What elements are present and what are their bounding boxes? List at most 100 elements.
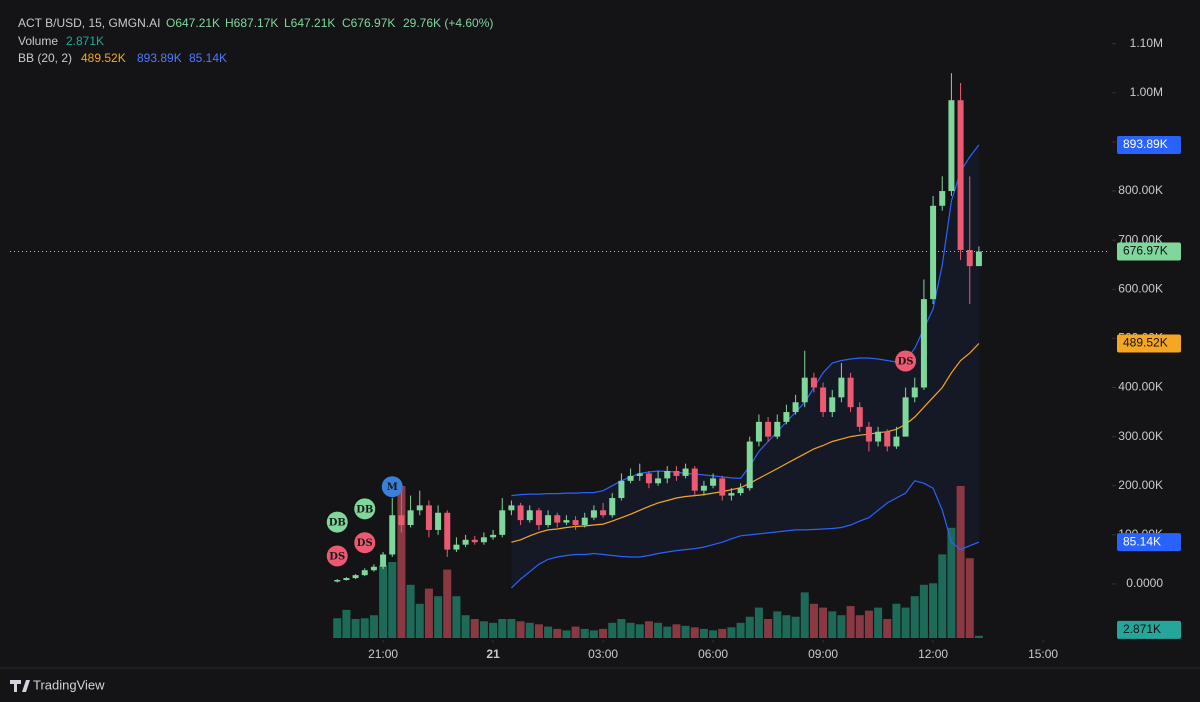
signal-marker <box>895 350 917 372</box>
candle-body <box>820 387 827 413</box>
candle-body <box>975 251 982 267</box>
legend-change: 29.76K (+4.60%) <box>403 16 493 30</box>
candle-body <box>453 544 460 550</box>
legend-bb: BB (20, 2) <box>18 51 72 65</box>
volume-bar <box>782 615 791 638</box>
price-badge-box <box>1117 620 1181 639</box>
candle-body <box>645 473 652 484</box>
x-tick-label: 21:00 <box>368 647 398 661</box>
candle-body <box>398 515 405 526</box>
volume-bar <box>819 607 828 638</box>
volume-bar <box>443 569 452 638</box>
candle-body <box>774 421 781 437</box>
volume-bar <box>342 609 351 638</box>
candle-body <box>884 431 891 447</box>
signal-label: M <box>387 482 398 493</box>
volume-bar <box>764 619 773 638</box>
candle-body <box>810 377 817 388</box>
candle-body <box>957 100 964 250</box>
volume-bar <box>626 622 635 638</box>
volume-bar <box>360 618 369 638</box>
y-tick-label: 1.10M <box>1130 36 1163 50</box>
volume-bar <box>727 627 736 638</box>
volume-bar <box>846 606 855 638</box>
volume-bar <box>837 615 846 638</box>
candle-body <box>563 520 570 523</box>
candle-body <box>966 249 973 267</box>
price-badge: 893.89K <box>1117 135 1181 154</box>
volume-bar <box>369 615 378 638</box>
x-tick-label: 03:00 <box>588 647 618 661</box>
y-tick-label: 800.00K <box>1118 183 1163 197</box>
candle-body <box>334 580 341 582</box>
candle-body <box>389 515 396 555</box>
volume-bar <box>938 554 947 638</box>
signal-label: DS <box>898 356 914 367</box>
price-badge-box <box>1117 242 1181 261</box>
volume-bar <box>516 621 525 638</box>
price-badge-box <box>1117 334 1181 353</box>
x-tick-label: 09:00 <box>808 647 838 661</box>
candle-body <box>865 426 872 442</box>
volume-bar <box>855 615 864 638</box>
candle-body <box>462 539 469 545</box>
volume-bar <box>397 486 406 638</box>
candle-body <box>792 402 799 413</box>
volume-bar <box>947 527 956 638</box>
candle-body <box>737 488 744 494</box>
candle-body <box>838 377 845 398</box>
legend-close: C676.97K <box>342 16 395 30</box>
volume-bar <box>672 624 681 638</box>
candle-body <box>627 475 634 481</box>
candle-body <box>700 485 707 491</box>
candle-body <box>801 377 808 403</box>
x-tick-label: 15:00 <box>1028 647 1058 661</box>
volume-bar <box>562 630 571 638</box>
y-tick-label: 1.00M <box>1130 85 1163 99</box>
candle-body <box>416 505 423 511</box>
candle-body <box>939 191 946 206</box>
brand-logo <box>10 680 30 692</box>
candle-body <box>435 512 442 530</box>
price-badge-label: 676.97K <box>1123 244 1168 258</box>
candle-body <box>600 510 607 516</box>
candle-body <box>526 510 533 521</box>
signal-marker <box>354 498 376 520</box>
volume-bar <box>580 628 589 638</box>
volume-bar <box>718 628 727 638</box>
candle-body <box>618 480 625 499</box>
bb-line <box>510 480 980 589</box>
legend-volume-value: 2.871K <box>66 34 104 48</box>
candle-body <box>370 566 377 571</box>
volume-bar <box>635 624 644 638</box>
bb-fill <box>511 144 979 588</box>
candle-body <box>847 377 854 408</box>
legend-low: L647.21K <box>284 16 335 30</box>
volume-bar <box>709 630 718 638</box>
candle-body <box>829 397 836 413</box>
volume-bar <box>736 622 745 638</box>
volume-bar <box>809 603 818 638</box>
volume-bar <box>883 619 892 638</box>
volume-bar <box>553 628 562 638</box>
candle-body <box>765 421 772 437</box>
signal-marker <box>326 545 348 567</box>
price-badge-label: 2.871K <box>1123 622 1161 636</box>
candle-body <box>444 512 451 550</box>
candle-body <box>471 539 478 543</box>
legend-bb-lower: 85.14K <box>189 51 227 65</box>
candle-body <box>499 510 506 535</box>
price-badge: 489.52K <box>1117 334 1181 353</box>
volume-bar <box>489 622 498 638</box>
candle-body <box>572 520 579 526</box>
volume-bar <box>479 621 488 638</box>
volume-bar <box>470 619 479 638</box>
volume-bar <box>351 619 360 638</box>
legend-bb-upper: 893.89K <box>137 51 182 65</box>
volume-bar <box>507 619 516 638</box>
candle-body <box>581 517 588 526</box>
volume-bar <box>525 622 534 638</box>
price-badge-label: 489.52K <box>1123 336 1168 350</box>
candle-body <box>783 412 790 422</box>
